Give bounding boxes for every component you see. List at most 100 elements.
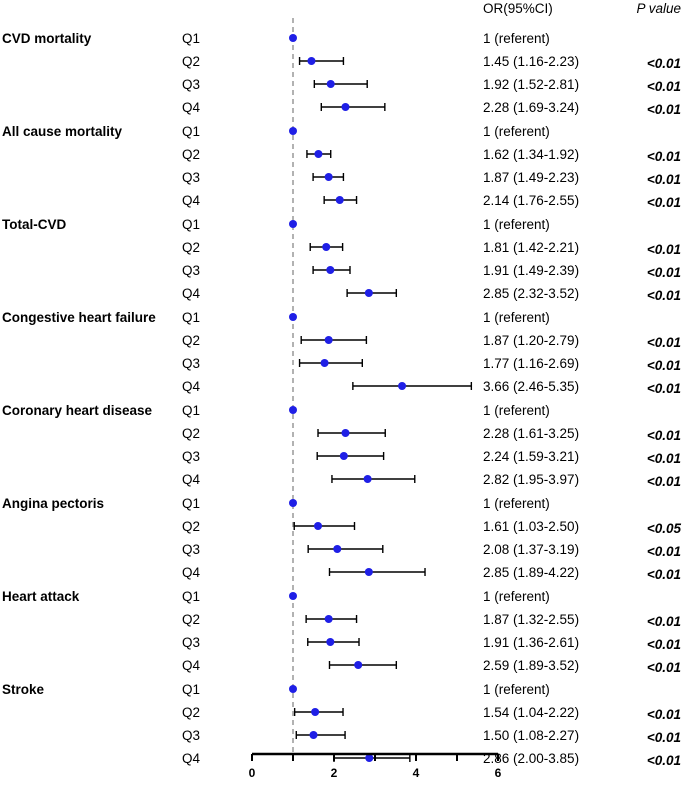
quartile-label: Q4 — [182, 565, 201, 580]
or-point — [354, 661, 363, 669]
p-value-label: <0.01 — [647, 428, 681, 443]
quartile-label: Q3 — [182, 356, 200, 371]
group-label: CVD mortality — [2, 31, 92, 46]
or-point — [335, 196, 344, 204]
quartile-label: Q1 — [182, 496, 200, 511]
or-ci-label: 1 (referent) — [483, 682, 550, 697]
group-label: All cause mortality — [2, 124, 123, 139]
or-ci-label: 1.91 (1.36-2.61) — [483, 635, 579, 650]
p-value-label: <0.01 — [647, 381, 681, 396]
or-ci-label: 1 (referent) — [483, 589, 550, 604]
quartile-label: Q2 — [182, 333, 200, 348]
quartile-label: Q1 — [182, 310, 200, 325]
or-point — [326, 266, 335, 274]
or-point — [314, 150, 323, 158]
or-ci-label: 1.87 (1.32-2.55) — [483, 612, 579, 627]
or-ci-label: 2.59 (1.89-3.52) — [483, 658, 579, 673]
or-ci-label: 2.82 (1.95-3.97) — [483, 472, 579, 487]
quartile-label: Q1 — [182, 124, 200, 139]
or-ci-label: 1 (referent) — [483, 217, 550, 232]
quartile-label: Q3 — [182, 449, 200, 464]
group-label: Heart attack — [2, 589, 80, 604]
p-value-label: <0.01 — [647, 730, 681, 745]
or-point — [289, 313, 297, 321]
or-point — [307, 57, 316, 65]
or-ci-label: 1 (referent) — [483, 124, 550, 139]
or-ci-label: 1.87 (1.49-2.23) — [483, 170, 579, 185]
or-point — [289, 34, 297, 42]
quartile-label: Q2 — [182, 612, 200, 627]
quartile-label: Q4 — [182, 100, 201, 115]
quartile-label: Q1 — [182, 31, 200, 46]
or-point — [365, 754, 374, 762]
or-point — [326, 638, 335, 646]
or-ci-label: 2.28 (1.69-3.24) — [483, 100, 579, 115]
p-value-label: <0.01 — [647, 660, 681, 675]
or-point — [289, 220, 297, 228]
p-value-label: <0.01 — [647, 707, 681, 722]
or-point — [311, 708, 320, 716]
or-ci-label: 1 (referent) — [483, 496, 550, 511]
p-value-label: <0.01 — [647, 79, 681, 94]
p-value-label: <0.01 — [647, 637, 681, 652]
forest-rows: CVD mortality Q1 1 (referent) Q2 1.45 (1.16-… — [2, 31, 681, 768]
quartile-label: Q4 — [182, 751, 201, 766]
quartile-label: Q3 — [182, 728, 200, 743]
or-point — [326, 80, 335, 88]
or-ci-label: 1.92 (1.52-2.81) — [483, 77, 579, 92]
p-value-label: <0.01 — [647, 474, 681, 489]
or-ci-label: 1.62 (1.34-1.92) — [483, 147, 579, 162]
quartile-label: Q4 — [182, 472, 201, 487]
quartile-label: Q3 — [182, 77, 200, 92]
p-value-label: <0.01 — [647, 195, 681, 210]
quartile-label: Q1 — [182, 682, 200, 697]
or-point — [363, 475, 372, 483]
or-point — [341, 429, 350, 437]
or-point — [289, 127, 297, 135]
p-value-label: <0.01 — [647, 753, 681, 768]
p-value-label: <0.01 — [647, 288, 681, 303]
or-point — [309, 731, 318, 739]
group-label: Stroke — [2, 682, 45, 697]
or-point — [341, 103, 350, 111]
or-point — [320, 359, 329, 367]
p-value-label: <0.01 — [647, 149, 681, 164]
or-point — [333, 545, 342, 553]
or-ci-label: 2.85 (1.89-4.22) — [483, 565, 579, 580]
p-value-column-header: P value — [636, 1, 681, 16]
group-label: Coronary heart disease — [2, 403, 153, 418]
or-ci-label: 1 (referent) — [483, 310, 550, 325]
quartile-label: Q4 — [182, 658, 201, 673]
quartile-label: Q3 — [182, 542, 200, 557]
quartile-label: Q3 — [182, 635, 200, 650]
p-value-label: <0.01 — [647, 102, 681, 117]
p-value-label: <0.01 — [647, 242, 681, 257]
quartile-label: Q2 — [182, 240, 200, 255]
quartile-label: Q4 — [182, 193, 201, 208]
or-ci-label: 1.61 (1.03-2.50) — [483, 519, 579, 534]
or-ci-label: 1.81 (1.42-2.21) — [483, 240, 579, 255]
p-value-label: <0.01 — [647, 265, 681, 280]
or-ci-label: 1 (referent) — [483, 31, 550, 46]
or-point — [324, 173, 333, 181]
p-value-label: <0.01 — [647, 172, 681, 187]
or-ci-label: 1.50 (1.08-2.27) — [483, 728, 579, 743]
quartile-label: Q3 — [182, 263, 200, 278]
quartile-label: Q2 — [182, 426, 200, 441]
or-ci-label: 2.08 (1.37-3.19) — [483, 542, 579, 557]
or-point — [364, 289, 373, 297]
p-value-label: <0.01 — [647, 544, 681, 559]
or-point — [289, 592, 297, 600]
or-ci-label: 1.87 (1.20-2.79) — [483, 333, 579, 348]
quartile-label: Q1 — [182, 589, 200, 604]
quartile-label: Q3 — [182, 170, 200, 185]
or-point — [289, 685, 297, 693]
p-value-label: <0.01 — [647, 335, 681, 350]
p-value-label: <0.01 — [647, 358, 681, 373]
x-tick-label: 4 — [413, 766, 420, 780]
quartile-label: Q4 — [182, 286, 201, 301]
group-label: Congestive heart failure — [2, 310, 156, 325]
or-ci-label: 1.54 (1.04-2.22) — [483, 705, 579, 720]
x-tick-label: 6 — [495, 766, 502, 780]
